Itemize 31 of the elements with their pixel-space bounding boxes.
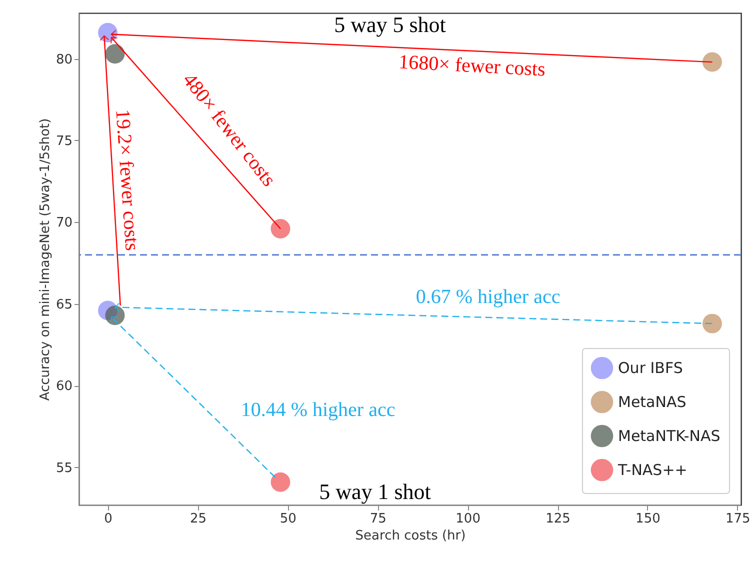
y-tick-label: 80 [56,52,72,68]
legend-label: Our IBFS [618,359,683,377]
legend-label: T-NAS++ [617,461,688,479]
x-tick-label: 150 [636,512,660,526]
y-tick-label: 75 [56,134,72,149]
y-tick-label: 70 [56,216,72,231]
x-tick-label: 50 [280,512,296,526]
point [270,219,290,238]
y-tick-label: 55 [56,460,72,476]
annotation: 1680× fewer costs [398,51,546,81]
x-tick-label: 100 [456,512,480,526]
legend-label: MetaNAS [618,393,686,411]
y-axis-title: Accuracy on mini-ImageNet (5way-1/5shot) [38,118,53,401]
legend-label: MetaNTK-NAS [618,427,720,445]
x-tick-label: 25 [190,512,206,526]
annotation: 19.2× fewer costs [111,108,143,252]
point [270,472,290,492]
x-tick-label: 175 [725,512,750,526]
point [702,52,722,72]
x-tick-label: 0 [104,512,112,526]
x-axis-title: Search costs (hr) [355,528,466,544]
x-tick-label: 75 [370,512,386,526]
annotation: 10.44 % higher acc [240,399,396,421]
y-tick-label: 65 [56,297,72,312]
annotation: 5 way 5 shot [334,12,446,37]
annotation: 0.67 % higher acc [416,286,560,308]
point [702,314,722,334]
x-tick-label: 125 [546,512,570,526]
point [105,44,125,64]
annotation: 5 way 1 shot [319,479,431,504]
y-tick-label: 60 [56,379,72,394]
